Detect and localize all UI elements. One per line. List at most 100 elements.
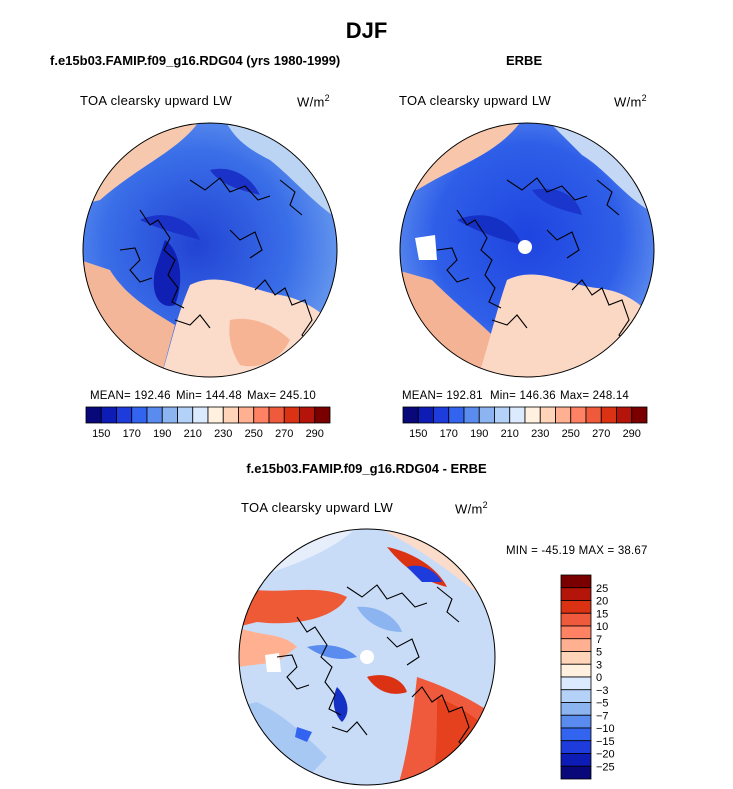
- colorbar-box: [560, 753, 592, 767]
- polar-gap: [518, 240, 532, 254]
- colorbar-box: [253, 406, 270, 424]
- colorbar-obs: 150 170 190 210 230 250 270 290: [402, 406, 648, 440]
- panel-obs-subtitle: ERBE: [506, 53, 543, 68]
- colorbar-box: [560, 740, 592, 754]
- colorbar-label: −25: [596, 761, 615, 773]
- colorbar-box: [131, 406, 148, 424]
- colorbar-label: −20: [596, 749, 615, 761]
- colorbar-box: [283, 406, 300, 424]
- colorbar-box: [161, 406, 178, 424]
- colorbar-label: 190: [153, 428, 171, 440]
- panel-obs-max: Max= 248.14: [560, 390, 630, 402]
- colorbar-label: 290: [623, 428, 641, 440]
- colorbar-box: [560, 689, 592, 703]
- colorbar-box: [299, 406, 316, 424]
- colorbar-box: [560, 714, 592, 729]
- map-obs: [399, 122, 655, 378]
- panel-diff-subtitle: f.e15b03.FAMIP.f09_g16.RDG04 - ERBE: [246, 461, 487, 476]
- colorbar-label: 170: [123, 428, 141, 440]
- panel-model-subtitle: f.e15b03.FAMIP.f09_g16.RDG04 (yrs 1980-1…: [50, 53, 341, 68]
- colorbar-box: [555, 406, 572, 424]
- colorbar-label: −7: [596, 710, 609, 722]
- panel-diff-minmax: MIN = -45.19 MAX = 38.67: [506, 545, 648, 557]
- colorbar-label: 270: [275, 428, 293, 440]
- colorbar-box: [585, 406, 602, 424]
- colorbar-box: [560, 625, 592, 640]
- colorbar-box: [539, 406, 556, 424]
- panel-diff-field-label: TOA clearsky upward LW: [241, 500, 394, 515]
- colorbar-box: [463, 406, 480, 424]
- colorbar-box: [560, 587, 592, 601]
- panel-obs-units: W/m2: [614, 93, 647, 110]
- colorbar-label: 170: [440, 428, 458, 440]
- colorbar-box: [560, 651, 592, 665]
- colorbar-label: 15: [596, 608, 608, 620]
- map-model: [82, 122, 338, 378]
- colorbar-box: [509, 406, 526, 424]
- panel-obs-mean: MEAN= 192.81: [402, 390, 483, 402]
- colorbar-box: [560, 600, 592, 614]
- panel-obs-field-label: TOA clearsky upward LW: [399, 93, 552, 108]
- colorbar-box: [207, 406, 224, 424]
- colorbar-box: [560, 676, 592, 691]
- colorbar-box: [560, 663, 592, 678]
- panel-diff-units: W/m2: [455, 500, 488, 517]
- coastlines-model: [119, 177, 319, 349]
- panel-model-max: Max= 245.10: [247, 390, 317, 402]
- colorbar-label: 210: [501, 428, 519, 440]
- colorbar-label: 5: [596, 647, 602, 659]
- colorbar-label: 7: [596, 634, 602, 646]
- colorbar-label: 25: [596, 583, 608, 595]
- colorbar-box: [570, 406, 587, 424]
- colorbar-label: 150: [92, 428, 110, 440]
- coastlines-obs: [436, 177, 636, 349]
- polar-gap-diff: [360, 650, 374, 664]
- colorbar-box: [85, 406, 102, 424]
- colorbar-box: [560, 638, 592, 652]
- colorbar-box: [433, 406, 450, 424]
- colorbar-label: 150: [409, 428, 427, 440]
- colorbar-box: [560, 727, 592, 742]
- colorbar-model: 150 170 190 210 230 250 270 290: [85, 406, 331, 440]
- colorbar-box: [100, 406, 117, 424]
- coastlines-diff: [276, 584, 476, 756]
- colorbar-box: [238, 406, 255, 424]
- colorbar-box: [314, 406, 331, 424]
- panel-model-mean: MEAN= 192.46: [90, 390, 171, 402]
- colorbar-box: [494, 406, 511, 424]
- colorbar-box: [268, 406, 285, 424]
- colorbar-box: [116, 406, 133, 424]
- colorbar-box: [560, 765, 592, 780]
- colorbar-box: [402, 406, 419, 424]
- colorbar-label: −15: [596, 736, 615, 748]
- colorbar-box: [616, 406, 633, 424]
- panel-obs-min: Min= 146.36: [490, 390, 556, 402]
- colorbar-box: [600, 406, 617, 424]
- colorbar-label: 0: [596, 672, 602, 684]
- colorbar-label: 250: [562, 428, 580, 440]
- colorbar-label: 250: [245, 428, 263, 440]
- colorbar-label: 20: [596, 596, 608, 608]
- colorbar-box: [146, 406, 163, 424]
- colorbar-box: [177, 406, 194, 424]
- colorbar-label: 290: [306, 428, 324, 440]
- warm-anomaly-nw: [239, 587, 347, 627]
- colorbar-label: −3: [596, 685, 609, 697]
- colorbar-label: 270: [592, 428, 610, 440]
- colorbar-label: 230: [531, 428, 549, 440]
- colorbar-label: 210: [184, 428, 202, 440]
- colorbar-label: 10: [596, 621, 608, 633]
- colorbar-label: −10: [596, 723, 615, 735]
- colorbar-box: [192, 406, 209, 424]
- colorbar-box: [478, 406, 495, 424]
- panel-model-field-label: TOA clearsky upward LW: [80, 93, 233, 108]
- colorbar-box: [560, 612, 592, 627]
- colorbar-box: [448, 406, 465, 424]
- map-diff: [238, 528, 496, 786]
- colorbar-box: [524, 406, 541, 424]
- colorbar-label: 3: [596, 659, 602, 671]
- colorbar-box: [222, 406, 239, 424]
- colorbar-box: [631, 406, 648, 424]
